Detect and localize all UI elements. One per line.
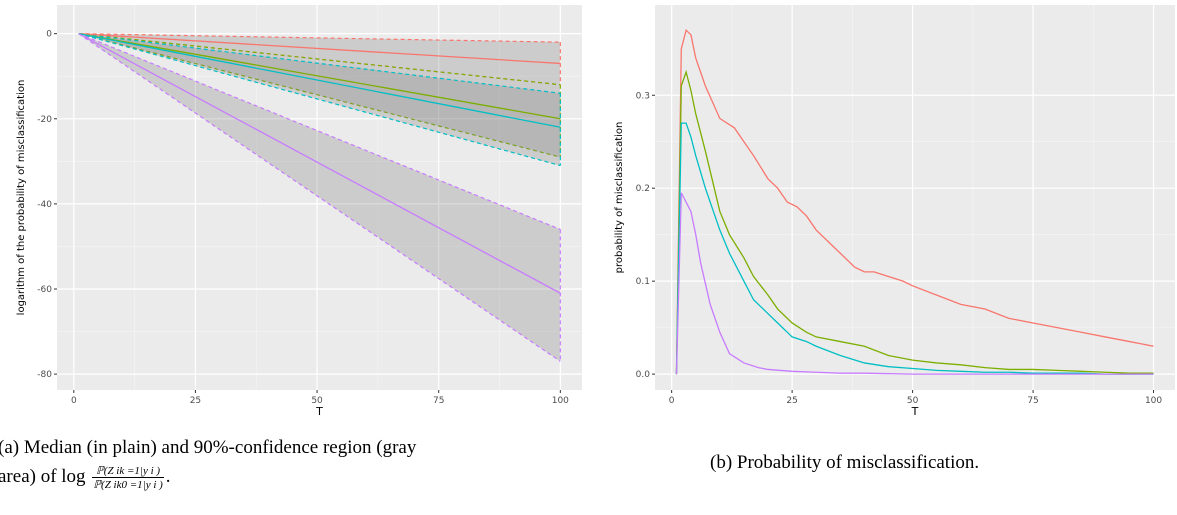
y-tick-label: 0 [46,30,52,40]
x-tick-label: 25 [786,396,797,406]
x-tick-label: 0 [71,396,77,406]
plot-a-gridlines [57,5,582,390]
x-tick-label: 50 [907,396,919,406]
caption-a-line1: (a) Median (in plain) and 90%-confidence… [0,437,417,458]
log-ratio-fraction: ℙ(Z ik =1|y i ) ℙ(Z ik0 =1|y i ) [92,464,164,491]
probability-line-4 [675,192,1154,375]
x-tick-label: 75 [1027,396,1038,406]
lower-bound-line-4 [78,33,561,362]
median-line-4 [78,33,561,294]
caption-a-line2: area) of log ℙ(Z ik =1|y i ) ℙ(Z ik0 =1|y… [0,464,171,491]
caption-b: (b) Probability of misclassification. [710,452,980,473]
y-tick-label: 0.2 [636,184,650,194]
y-tick-label: -80 [37,370,52,380]
probability-line-1 [675,28,1154,375]
upper-bound-line-2 [78,33,561,86]
caption-a-suffix: . [165,465,171,487]
x-tick-label: 0 [669,396,675,406]
median-line-1 [78,33,561,65]
median-line-2 [78,33,561,120]
probability-line-3 [675,122,1154,375]
fraction-denominator: ℙ(Z ik0 =1|y i ) [93,479,163,491]
lower-bound-line-3 [78,33,561,167]
x-axis-label-b: T [911,405,919,418]
plot-b-lines [675,28,1154,375]
lower-bound-line-2 [78,33,561,158]
y-tick-label: 0.3 [636,91,650,101]
plot-b-background [655,5,1175,390]
x-tick-label: 50 [311,396,323,406]
fraction-numerator: ℙ(Z ik =1|y i ) [92,464,164,478]
plot-b-axes: 0 25 50 75 100 0.0 0.1 0.2 0.3 [636,91,1163,406]
y-tick-label: 0.0 [636,370,651,380]
upper-bound-line-4 [78,33,561,230]
x-axis-label-a: T [315,405,323,418]
y-axis-label-a: logarithm of the probability of misclass… [16,80,27,316]
caption-a-prefix: area) of log [0,465,91,487]
plot-a-confidence-bands [78,33,561,362]
y-tick-label: -60 [37,285,52,295]
y-axis-label-b: probability of misclassification [614,122,625,274]
x-tick-label: 100 [552,396,569,406]
y-tick-label: -20 [37,115,52,125]
y-tick-label: -40 [37,200,52,210]
y-tick-label: 0.1 [636,277,650,287]
plot-a-median-lines [78,33,561,294]
chart-b: 0 25 50 75 100 0.0 0.1 0.2 0.3 T probability of … [614,5,1175,418]
upper-bound-line-1 [78,33,561,43]
upper-bound-line-3 [78,33,561,94]
median-line-3 [78,33,561,128]
chart-a: 0 25 50 75 100 0 -20 -40 -60 -80 T logarithm of t… [16,5,582,418]
x-tick-label: 75 [433,396,444,406]
probability-line-2 [675,69,1154,375]
plot-a-axes: 0 25 50 75 100 0 -20 -40 -60 -80 [37,30,569,406]
x-tick-label: 100 [1145,396,1162,406]
x-tick-label: 25 [190,396,201,406]
